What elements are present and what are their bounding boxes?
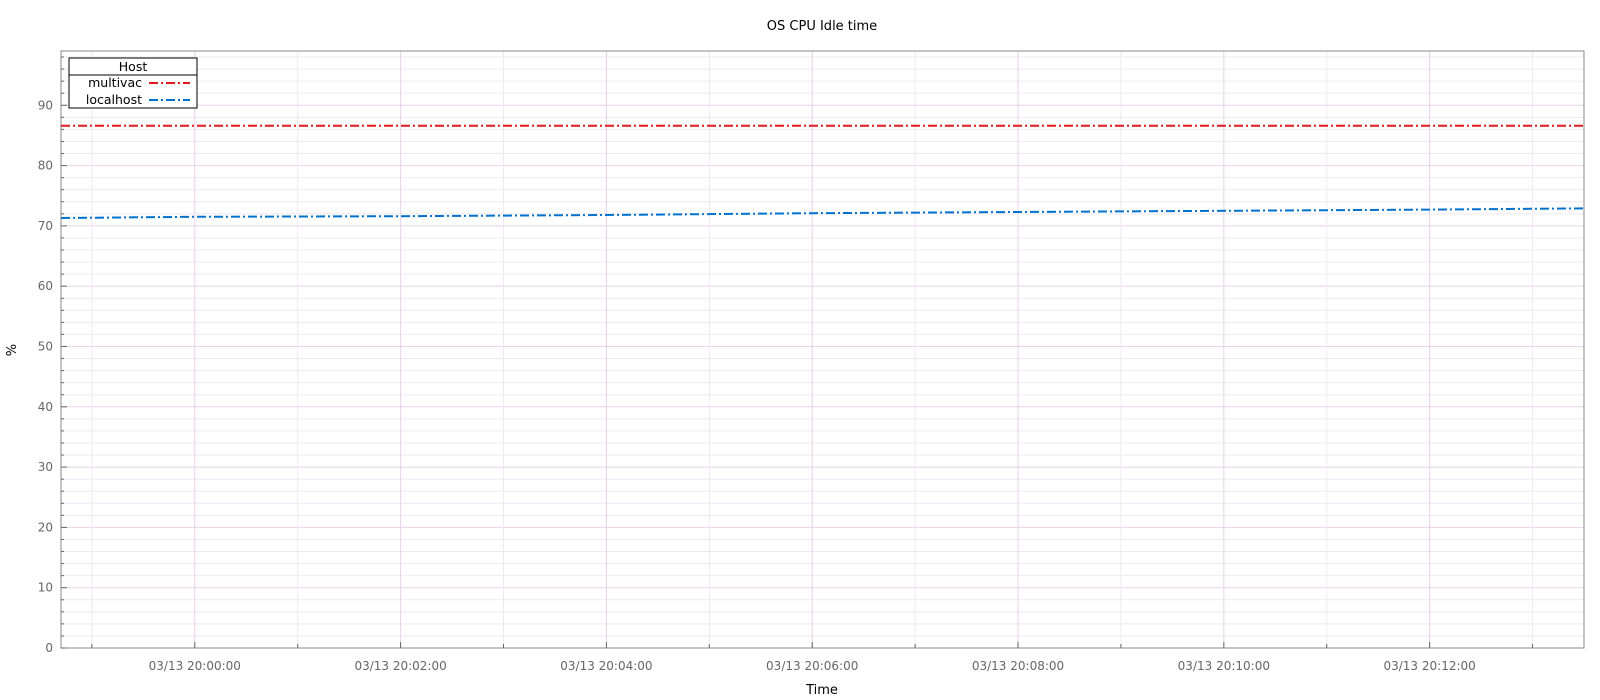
y-tick-label: 90 xyxy=(38,98,53,112)
y-tick-label: 60 xyxy=(38,279,53,293)
x-tick-label: 03/13 20:12:00 xyxy=(1383,659,1475,673)
axis-ticks: 03/13 20:00:00 03/13 20:02:00 03/13 20:04:… xyxy=(38,56,1534,673)
x-tick-label: 03/13 20:04:00 xyxy=(560,659,652,673)
grid-lines xyxy=(61,51,1584,648)
series-line-localhost xyxy=(60,207,1585,219)
legend-label-multivac: multivac xyxy=(88,75,142,90)
y-tick-label: 70 xyxy=(38,219,53,233)
x-tick-label: 03/13 20:00:00 xyxy=(149,659,241,673)
legend-title: Host xyxy=(119,59,148,74)
legend-label-localhost: localhost xyxy=(86,92,142,107)
y-tick-label: 30 xyxy=(38,460,53,474)
x-tick-label: 03/13 20:06:00 xyxy=(766,659,858,673)
y-tick-label: 80 xyxy=(38,159,53,173)
x-tick-label: 03/13 20:08:00 xyxy=(972,659,1064,673)
y-tick-label: 0 xyxy=(45,641,53,655)
series-layer xyxy=(60,124,1585,219)
chart-title: OS CPU Idle time xyxy=(767,19,877,34)
x-tick-label: 03/13 20:02:00 xyxy=(354,659,446,673)
x-axis-label: Time xyxy=(805,683,838,698)
x-tick-label: 03/13 20:10:00 xyxy=(1178,659,1270,673)
legend: Host multivac localhost xyxy=(68,57,198,109)
legend-box xyxy=(68,57,198,109)
y-tick-label: 10 xyxy=(38,581,53,595)
y-tick-label: 50 xyxy=(38,339,53,353)
plot-area xyxy=(60,50,1585,649)
y-tick-label: 20 xyxy=(38,520,53,534)
y-axis-label: % xyxy=(5,344,20,356)
y-tick-label: 40 xyxy=(38,400,53,414)
